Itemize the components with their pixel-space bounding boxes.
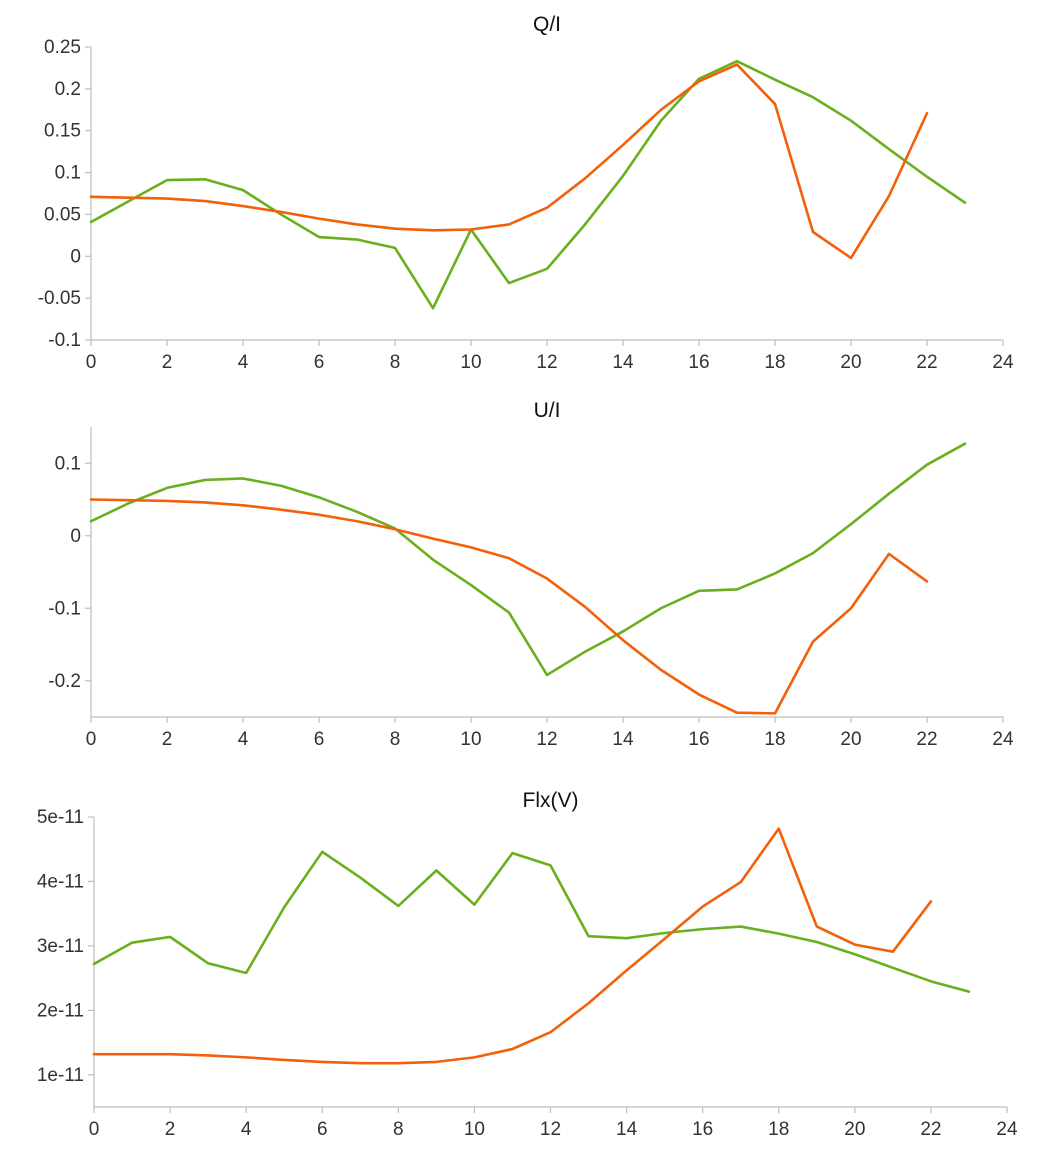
series-line-green xyxy=(92,850,971,993)
x-tick-label: 24 xyxy=(992,352,1014,373)
series-line-orange xyxy=(89,63,929,260)
x-tick-label: 6 xyxy=(317,1119,328,1140)
x-tick-label: 22 xyxy=(916,352,937,373)
x-tick-label: 8 xyxy=(390,352,401,373)
chart-flx-v-svg: Flx(V)0 2 4 6 8 10 12 14 16 18 20 22 241e-112e-113e-… xyxy=(37,789,1018,1140)
y-tick-label: 0.05 xyxy=(44,204,81,225)
x-tick-label: 10 xyxy=(464,1119,485,1140)
x-tick-label: 14 xyxy=(616,1119,638,1140)
x-tick-label: 16 xyxy=(688,729,709,750)
chart-title: Q/I xyxy=(533,13,561,36)
y-tick-label: 0.1 xyxy=(55,453,81,474)
x-tick-label: 4 xyxy=(241,1119,252,1140)
x-tick-label: 18 xyxy=(768,1119,789,1140)
y-tick-label: 4e-11 xyxy=(37,871,84,892)
y-tick-label: 0.1 xyxy=(55,163,81,184)
y-tick-label: 1e-11 xyxy=(37,1065,84,1086)
x-tick-label: 12 xyxy=(536,729,557,750)
chart-u-over-i: U/I 0 2 4 6 8 10 12 14 16 18 20 22 24 -0.2 -0.1 0 0.1 xyxy=(0,390,1041,770)
y-tick-label: 0.15 xyxy=(44,121,81,142)
series-line-orange xyxy=(92,827,933,1065)
chart-title: U/I xyxy=(534,399,561,422)
y-tick-label: 2e-11 xyxy=(37,1000,84,1021)
x-tick-label: 0 xyxy=(86,352,97,373)
x-tick-label: 14 xyxy=(612,352,634,373)
x-tick-label: 22 xyxy=(920,1119,941,1140)
chart-u-over-i-svg: U/I0 2 4 6 8 10 12 14 16 18 20 22 24-0.2-0.100.1 xyxy=(48,399,1014,750)
chart-flx-v: Flx(V) 0 2 4 6 8 10 12 14 16 18 20 22 24 1e-11 2e-11 3e-… xyxy=(0,780,1041,1164)
x-tick-label: 6 xyxy=(314,352,325,373)
x-tick-label: 16 xyxy=(692,1119,713,1140)
series-line-orange xyxy=(89,498,929,715)
x-tick-label: 4 xyxy=(238,352,249,373)
chart-q-over-i-svg: Q/I0 2 4 6 8 10 12 14 16 18 20 22 24-0.1-0.0500.050.… xyxy=(38,13,1014,373)
x-tick-label: 14 xyxy=(612,729,634,750)
y-tick-label: 0.25 xyxy=(44,37,81,58)
x-tick-label: 4 xyxy=(238,729,249,750)
x-tick-label: 20 xyxy=(840,352,861,373)
x-tick-label: 2 xyxy=(162,729,173,750)
series-line-green xyxy=(89,59,967,310)
x-tick-label: 10 xyxy=(460,729,481,750)
y-tick-label: 0 xyxy=(70,246,81,267)
x-tick-label: 6 xyxy=(314,729,325,750)
x-tick-label: 22 xyxy=(916,729,937,750)
x-tick-label: 2 xyxy=(162,352,173,373)
y-tick-label: 5e-11 xyxy=(37,807,84,828)
x-tick-label: 18 xyxy=(764,729,785,750)
y-tick-label: -0.1 xyxy=(48,598,81,619)
y-tick-label: 0.2 xyxy=(55,79,81,100)
x-tick-label: 18 xyxy=(764,352,785,373)
x-tick-label: 12 xyxy=(536,352,557,373)
x-tick-label: 20 xyxy=(844,1119,865,1140)
x-tick-label: 8 xyxy=(393,1119,404,1140)
x-tick-label: 10 xyxy=(460,352,481,373)
x-tick-label: 24 xyxy=(996,1119,1018,1140)
y-tick-label: 3e-11 xyxy=(37,936,84,957)
y-tick-label: 0 xyxy=(70,526,81,547)
x-tick-label: 16 xyxy=(688,352,709,373)
chart-q-over-i: Q/I 0 2 4 6 8 10 12 14 16 18 20 22 24 -0.1 -0.05 0 0.05 0.… xyxy=(0,0,1041,380)
x-tick-label: 24 xyxy=(992,729,1014,750)
chart-title: Flx(V) xyxy=(523,789,579,812)
x-tick-label: 12 xyxy=(540,1119,561,1140)
y-tick-label: -0.2 xyxy=(48,671,81,692)
y-tick-label: -0.05 xyxy=(38,288,81,309)
x-tick-label: 20 xyxy=(840,729,861,750)
series-line-green xyxy=(89,442,967,677)
x-tick-label: 2 xyxy=(165,1119,176,1140)
x-tick-label: 8 xyxy=(390,729,401,750)
x-tick-label: 0 xyxy=(86,729,97,750)
y-tick-label: -0.1 xyxy=(48,330,81,351)
x-tick-label: 0 xyxy=(89,1119,100,1140)
